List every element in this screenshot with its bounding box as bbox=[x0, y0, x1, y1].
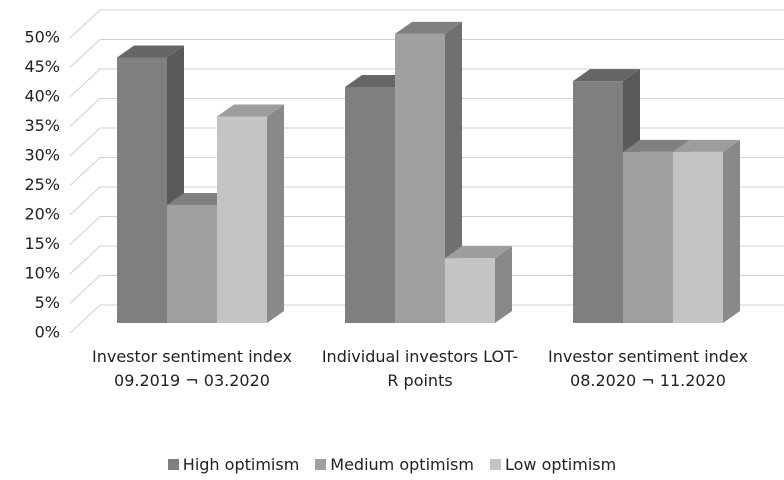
bar-top bbox=[673, 139, 740, 152]
bar-side bbox=[495, 246, 512, 323]
legend-label: Medium optimism bbox=[330, 455, 474, 474]
bar bbox=[395, 33, 445, 324]
grid-line bbox=[69, 98, 101, 127]
bar-top bbox=[217, 104, 284, 117]
y-tick-label: 50% bbox=[24, 28, 60, 47]
legend-swatch bbox=[315, 459, 327, 470]
bar bbox=[673, 151, 723, 323]
grid-line bbox=[69, 9, 101, 39]
y-tick-label: 45% bbox=[24, 57, 60, 76]
bar bbox=[167, 205, 217, 323]
grid-line bbox=[69, 39, 101, 68]
grid-line bbox=[69, 186, 101, 216]
y-tick-label: 10% bbox=[24, 264, 60, 283]
bar bbox=[345, 87, 395, 323]
bar-top bbox=[117, 45, 184, 58]
x-tick-label: Investor sentiment index 09.2019 ¬ 03.20… bbox=[92, 347, 292, 390]
y-tick-label: 20% bbox=[24, 205, 60, 224]
y-tick-label: 35% bbox=[24, 116, 60, 135]
bar-side bbox=[267, 104, 284, 323]
bar-top bbox=[573, 69, 640, 82]
y-tick-label: 30% bbox=[24, 146, 60, 165]
bar bbox=[573, 81, 623, 323]
bar-top bbox=[623, 139, 690, 152]
x-tick-label: Investor sentiment index 08.2020 ¬ 11.20… bbox=[548, 347, 748, 390]
legend-label: Low optimism bbox=[504, 455, 617, 474]
y-tick-label: 5% bbox=[35, 293, 60, 312]
bar bbox=[623, 151, 673, 323]
grid-line bbox=[69, 275, 101, 304]
y-tick-label: 40% bbox=[24, 87, 60, 106]
bar bbox=[217, 116, 267, 323]
y-tick-label: 0% bbox=[35, 323, 60, 342]
bar-top bbox=[445, 246, 512, 259]
bar-side bbox=[445, 21, 462, 324]
grid-line bbox=[69, 216, 101, 245]
legend-item: Low optimism bbox=[489, 455, 617, 474]
x-tick-label: Individual investors LOT-R points bbox=[321, 347, 519, 390]
grid-line bbox=[69, 245, 101, 275]
legend-item: Medium optimism bbox=[315, 455, 474, 474]
legend-item: High optimism bbox=[167, 455, 300, 474]
bar bbox=[117, 57, 167, 323]
grid-line bbox=[69, 127, 101, 157]
grid-line bbox=[69, 157, 101, 186]
legend-label: High optimism bbox=[182, 455, 300, 474]
grid-line bbox=[69, 68, 101, 98]
bar bbox=[445, 258, 495, 323]
bar-side bbox=[723, 139, 740, 323]
legend: High optimism Medium optimism Low optimism bbox=[0, 455, 784, 474]
bar-top bbox=[395, 21, 462, 34]
y-tick-label: 15% bbox=[24, 234, 60, 253]
y-tick-label: 25% bbox=[24, 175, 60, 194]
legend-swatch bbox=[167, 459, 179, 470]
grid-line bbox=[69, 304, 101, 334]
legend-swatch bbox=[489, 459, 501, 470]
